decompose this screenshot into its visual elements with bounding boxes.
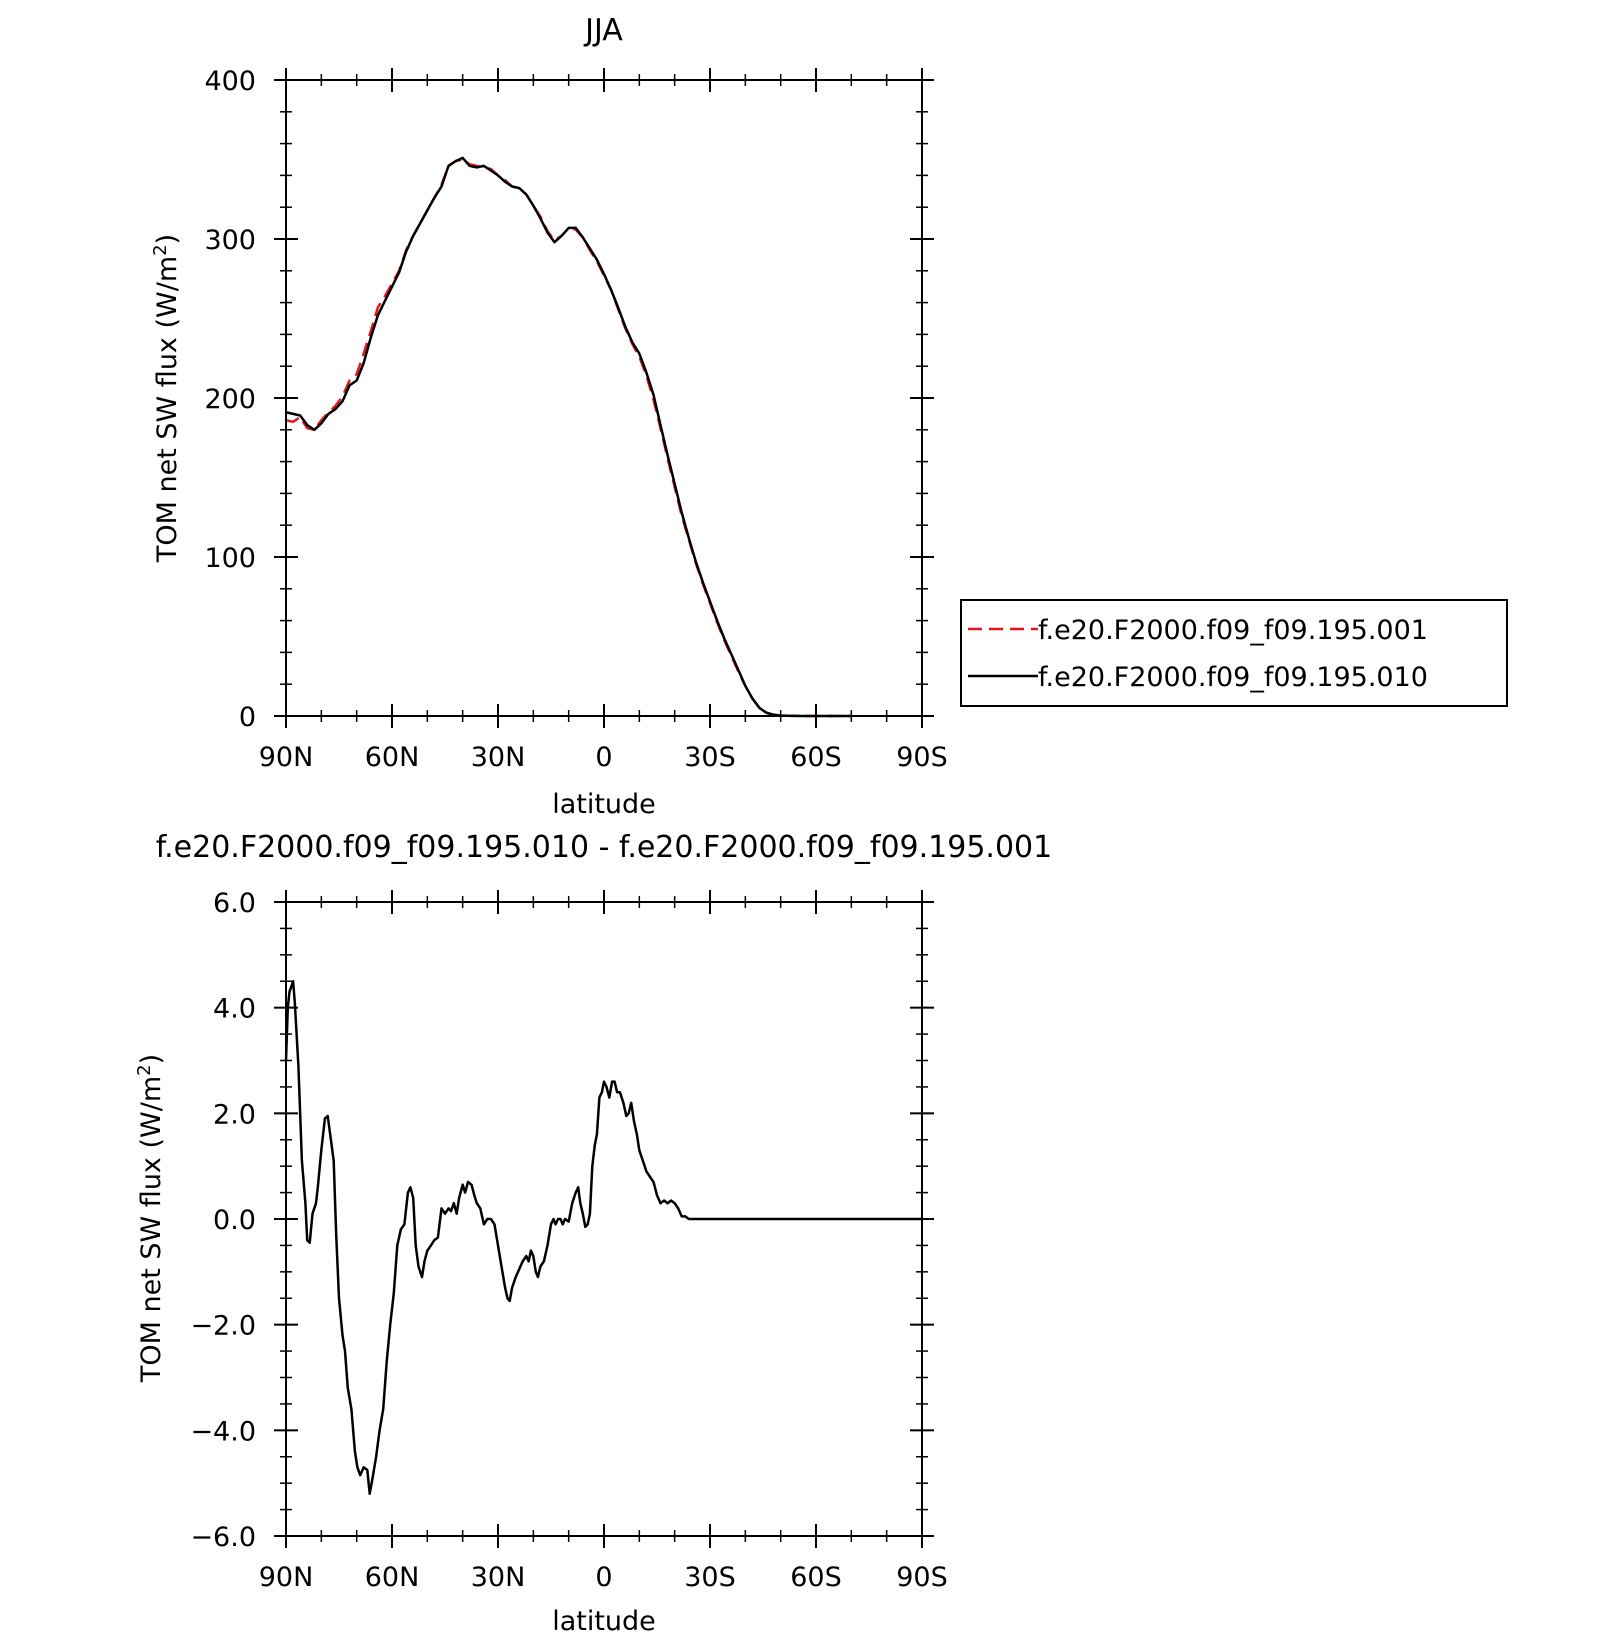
legend-box bbox=[960, 599, 1508, 707]
top-panel-title: JJA bbox=[583, 13, 623, 48]
bottom-panel-x-tick-label: 90N bbox=[259, 1562, 314, 1593]
top-panel: JJA latitude TOM net SW flux (W/m2) 90N 6… bbox=[150, 13, 948, 820]
top-panel-y-tick-label: 200 bbox=[204, 384, 256, 415]
bottom-panel-y-tick-label: −6.0 bbox=[190, 1522, 256, 1553]
bottom-panel-x-tick-label: 60S bbox=[790, 1562, 842, 1593]
top-panel-x-tick-label: 90N bbox=[259, 742, 314, 773]
bottom-panel-ylabel: TOM net SW flux (W/m2) bbox=[134, 1054, 167, 1383]
bottom-panel-x-tick-label: 30N bbox=[471, 1562, 526, 1593]
top-panel-x-tick-label: 90S bbox=[896, 742, 948, 773]
top-panel-y-tick-label: 400 bbox=[204, 66, 256, 97]
bottom-panel-x-tick-label: 0 bbox=[595, 1562, 612, 1593]
bottom-panel-y-tick-label: 0.0 bbox=[213, 1205, 256, 1236]
bottom-panel-xlabel: latitude bbox=[552, 1606, 656, 1635]
bottom-panel-x-tick-label: 30S bbox=[684, 1562, 736, 1593]
top-panel-x-tick-label: 30N bbox=[471, 742, 526, 773]
bottom-panel-title: f.e20.F2000.f09_f09.195.010 - f.e20.F200… bbox=[156, 830, 1052, 865]
top-panel-x-tick-label: 60S bbox=[790, 742, 842, 773]
bottom-panel-y-tick-label: 2.0 bbox=[213, 1099, 256, 1130]
legend-label-series-2: f.e20.F2000.f09_f09.195.010 bbox=[1038, 662, 1428, 693]
bottom-panel-y-tick-label: 4.0 bbox=[213, 994, 256, 1025]
bottom-panel-y-tick-label: −4.0 bbox=[190, 1416, 256, 1447]
legend: f.e20.F2000.f09_f09.195.001 f.e20.F2000.… bbox=[960, 599, 1508, 707]
top-panel-series-line-1 bbox=[285, 158, 852, 718]
top-panel-x-tick-label: 60N bbox=[365, 742, 420, 773]
bottom-panel-x-tick-label: 60N bbox=[365, 1562, 420, 1593]
top-panel-y-tick-label: 0 bbox=[239, 702, 256, 733]
top-panel-xlabel: latitude bbox=[552, 789, 656, 820]
top-panel-y-tick-label: 300 bbox=[204, 225, 256, 256]
bottom-panel-x-tick-label: 90S bbox=[896, 1562, 948, 1593]
bottom-panel-frame bbox=[285, 901, 923, 1537]
top-panel-series-line-2 bbox=[285, 156, 852, 718]
legend-label-series-1: f.e20.F2000.f09_f09.195.001 bbox=[1038, 615, 1428, 646]
bottom-panel-y-tick-label: −2.0 bbox=[190, 1311, 256, 1342]
top-panel-x-tick-label: 0 bbox=[595, 742, 612, 773]
bottom-panel-y-tick-label: 6.0 bbox=[213, 888, 256, 919]
top-panel-ylabel: TOM net SW flux (W/m2) bbox=[150, 234, 183, 563]
top-panel-frame bbox=[285, 79, 923, 717]
bottom-panel: f.e20.F2000.f09_f09.195.010 - f.e20.F200… bbox=[134, 830, 1052, 1635]
bottom-panel-series-line-1 bbox=[284, 980, 922, 1495]
top-panel-x-tick-label: 30S bbox=[684, 742, 736, 773]
top-panel-y-tick-label: 100 bbox=[204, 543, 256, 574]
